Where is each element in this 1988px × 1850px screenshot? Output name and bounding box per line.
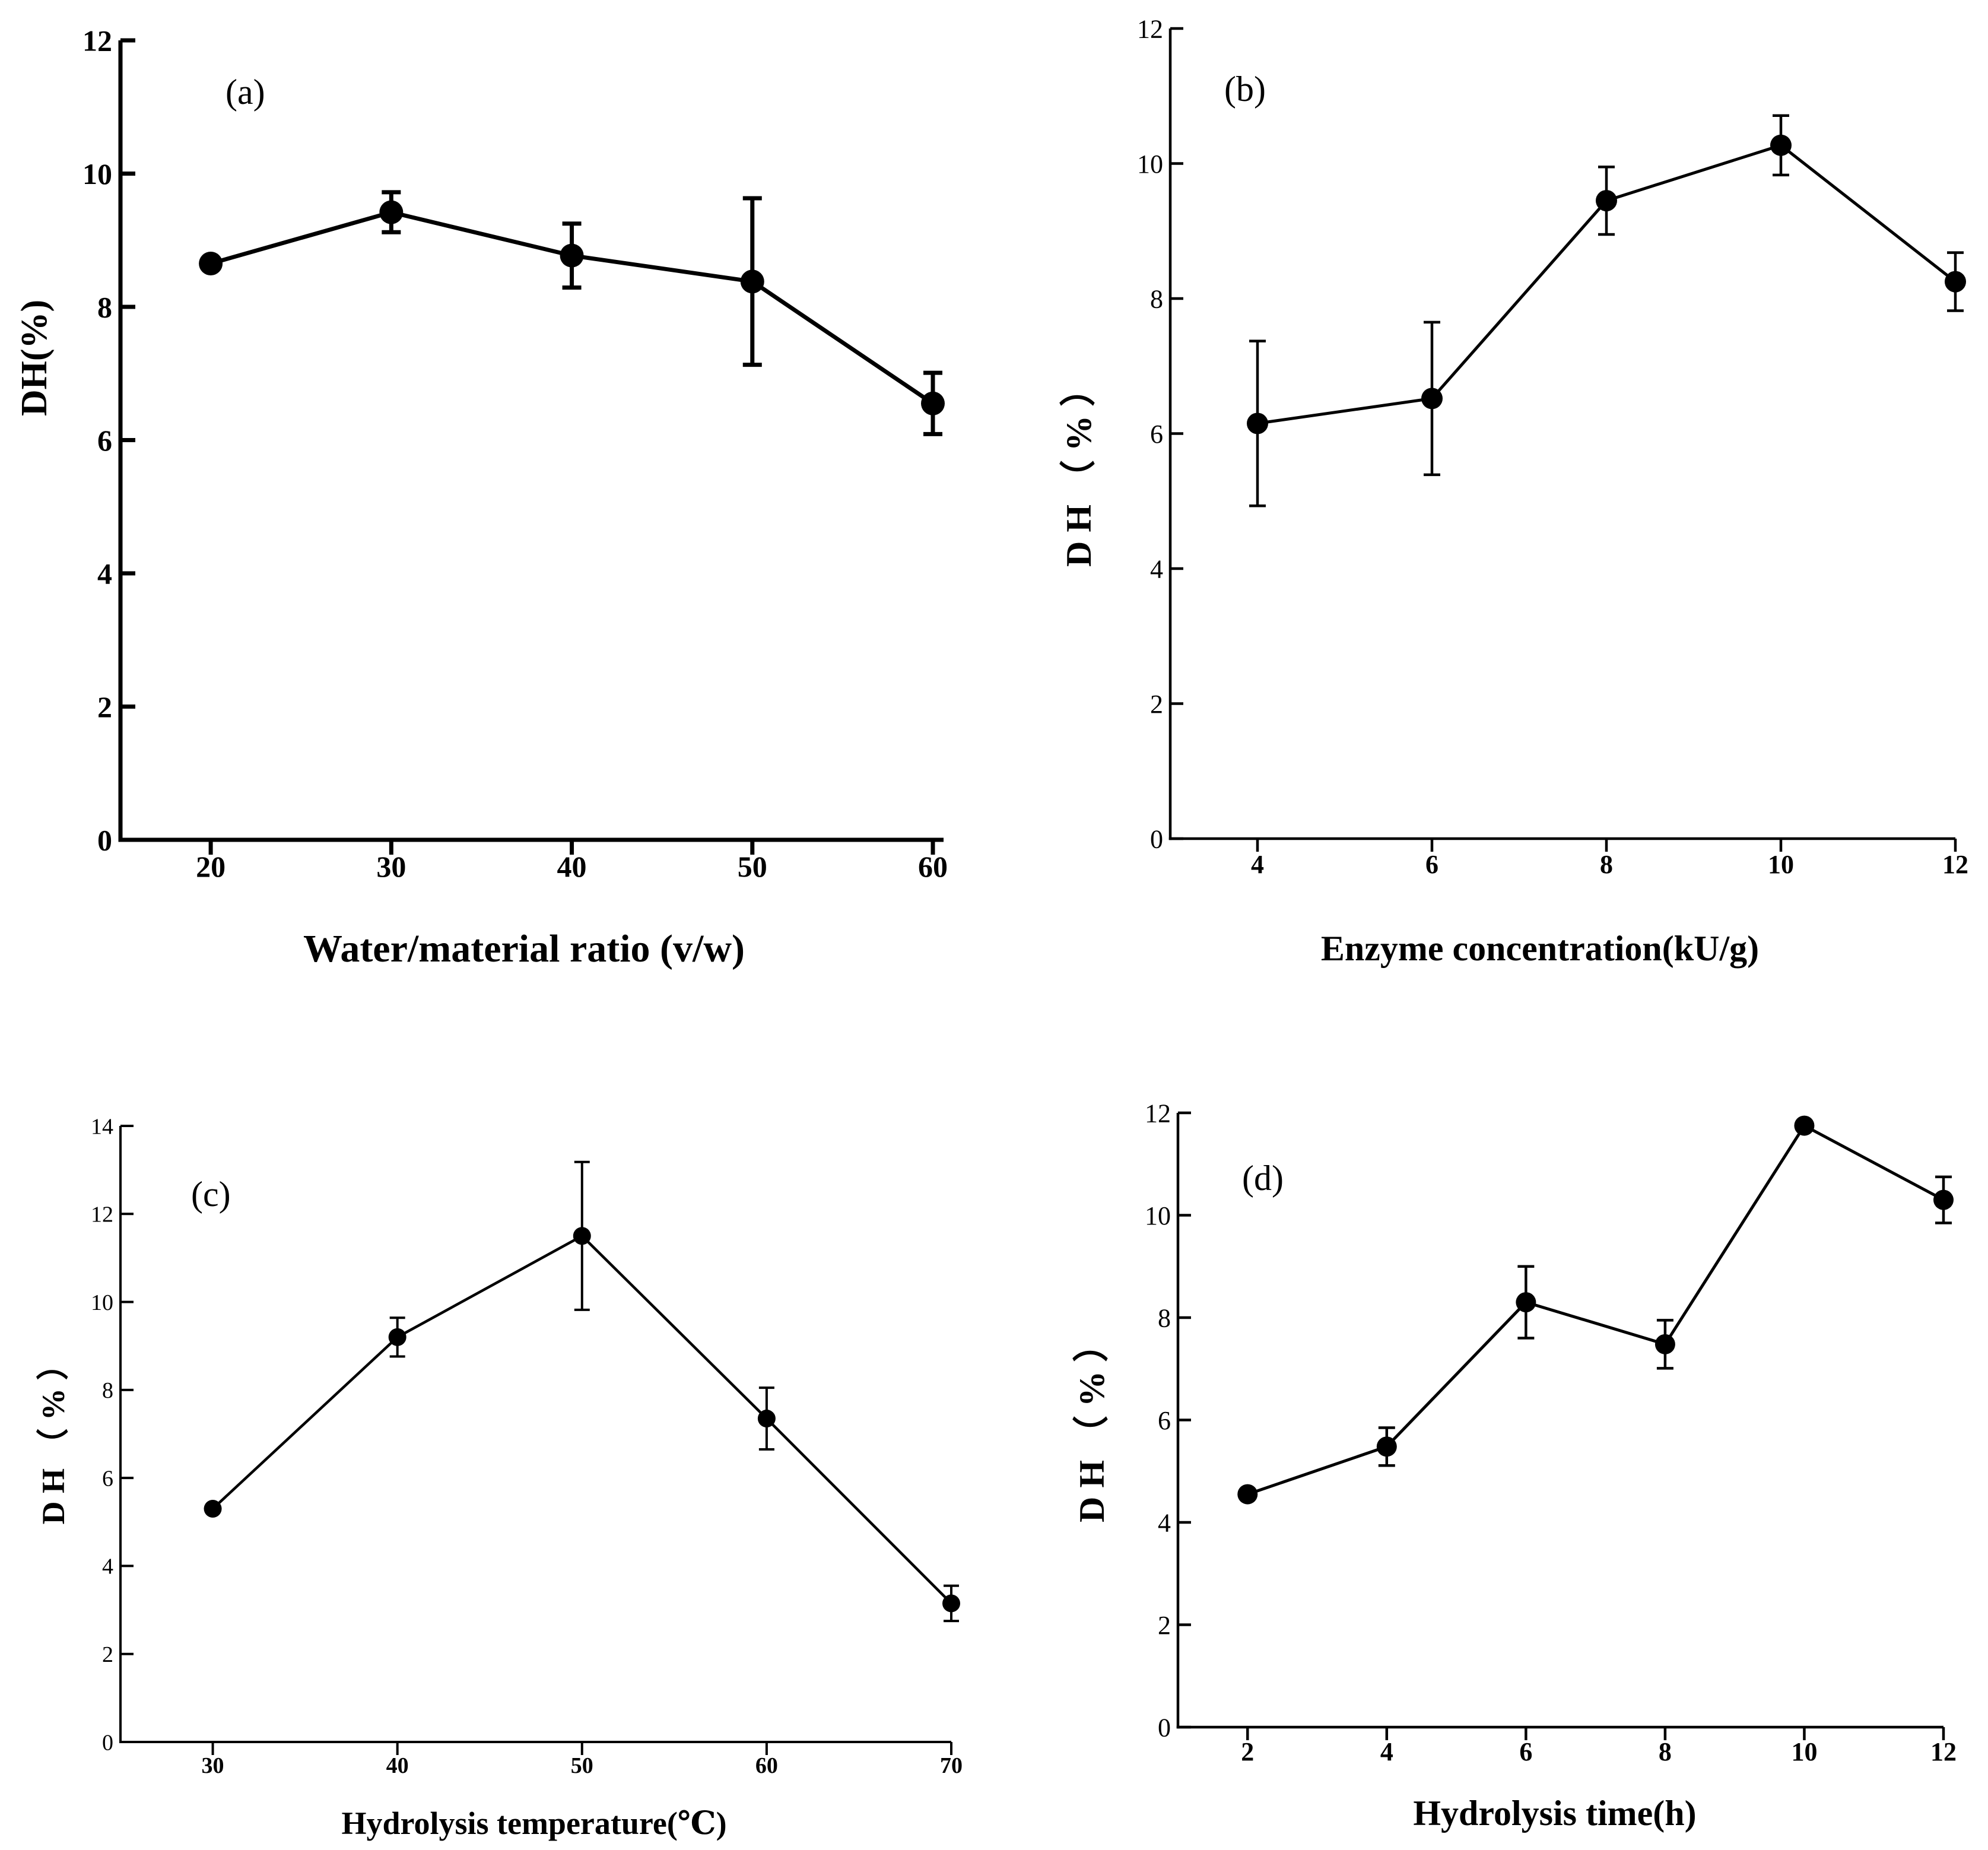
data-point-c-3 xyxy=(757,1410,776,1428)
y-tick-label-d-5: 10 xyxy=(1145,1201,1171,1230)
y-tick-label-c-7: 14 xyxy=(91,1114,113,1139)
x-axis-label-d: Hydrolysis time(h) xyxy=(1413,1794,1696,1833)
chart-d: (d) Hydrolysis time(h) D H （ % ） 0 2 4 6 8 10… xyxy=(1072,1099,1957,1833)
y-tick-label-c-0: 0 xyxy=(102,1730,113,1755)
panel-label-a: (a) xyxy=(226,72,265,112)
y-tick-label-b-4: 8 xyxy=(1150,284,1163,313)
x-tick-label-d-3: 8 xyxy=(1659,1737,1672,1766)
x-tick-label-b-3: 10 xyxy=(1768,850,1794,879)
x-tick-label-b-4: 12 xyxy=(1942,850,1968,879)
data-point-a-4 xyxy=(921,391,945,415)
y-tick-label-c-5: 10 xyxy=(91,1290,113,1315)
x-tick-label-d-2: 6 xyxy=(1519,1737,1532,1766)
x-tick-label-c-1: 40 xyxy=(386,1753,409,1778)
y-tick-label-d-0: 0 xyxy=(1158,1713,1171,1742)
x-tick-label-b-2: 8 xyxy=(1600,850,1613,879)
y-tick-label-a-6: 12 xyxy=(82,24,112,58)
data-point-d-3 xyxy=(1654,1334,1675,1354)
y-tick-label-b-2: 4 xyxy=(1150,554,1163,583)
data-point-d-1 xyxy=(1376,1436,1397,1457)
y-tick-label-b-3: 6 xyxy=(1150,420,1163,449)
data-point-a-3 xyxy=(740,269,764,294)
data-point-d-0 xyxy=(1237,1484,1258,1505)
chart-b: (b) Enzyme concentration(kU/g) D H （ % ）… xyxy=(1059,14,1968,968)
x-axis-label-a: Water/material ratio (v/w) xyxy=(303,927,745,970)
x-tick-label-d-1: 4 xyxy=(1380,1737,1393,1766)
y-axis-label-d: D H （ % ） xyxy=(1072,1327,1111,1522)
y-tick-label-b-0: 0 xyxy=(1150,824,1163,853)
x-tick-label-c-3: 60 xyxy=(755,1753,778,1778)
y-tick-label-d-6: 12 xyxy=(1145,1099,1171,1128)
x-tick-label-b-0: 4 xyxy=(1251,850,1264,879)
data-point-b-0 xyxy=(1247,412,1268,434)
x-tick-label-a-0: 20 xyxy=(196,850,226,883)
y-tick-label-c-6: 12 xyxy=(91,1202,113,1227)
y-tick-label-c-3: 6 xyxy=(102,1466,113,1491)
x-tick-label-a-3: 50 xyxy=(738,850,767,883)
panel-label-d: (d) xyxy=(1242,1159,1284,1198)
y-tick-label-a-0: 0 xyxy=(97,824,112,857)
data-point-d-5 xyxy=(1933,1189,1954,1210)
data-point-a-1 xyxy=(379,200,404,224)
x-tick-label-c-2: 50 xyxy=(571,1753,593,1778)
y-tick-label-b-1: 2 xyxy=(1150,690,1163,719)
data-point-b-4 xyxy=(1945,271,1966,293)
x-tick-label-d-5: 12 xyxy=(1930,1737,1957,1766)
x-tick-label-c-0: 30 xyxy=(202,1753,224,1778)
y-tick-label-a-5: 10 xyxy=(82,157,112,191)
y-axis-label-c: D H （ % ） xyxy=(36,1348,71,1525)
data-point-c-4 xyxy=(942,1594,960,1613)
x-tick-label-d-4: 10 xyxy=(1791,1737,1817,1766)
y-tick-label-d-3: 6 xyxy=(1158,1406,1171,1435)
y-axis-label-a: DH(%) xyxy=(14,300,55,416)
x-axis-label-b: Enzyme concentration(kU/g) xyxy=(1321,929,1759,968)
y-tick-label-b-6: 12 xyxy=(1137,14,1163,43)
y-tick-label-a-1: 2 xyxy=(97,690,112,724)
x-tick-label-c-4: 70 xyxy=(940,1753,963,1778)
y-tick-label-a-4: 8 xyxy=(97,291,112,324)
y-tick-label-a-2: 4 xyxy=(97,557,112,591)
data-point-b-2 xyxy=(1596,190,1617,212)
y-tick-label-d-4: 8 xyxy=(1158,1303,1171,1332)
x-tick-label-d-0: 2 xyxy=(1241,1737,1254,1766)
x-tick-label-a-2: 40 xyxy=(557,850,587,883)
y-tick-label-c-4: 8 xyxy=(102,1378,113,1403)
x-tick-label-b-1: 6 xyxy=(1425,850,1438,879)
y-tick-label-c-1: 2 xyxy=(102,1642,113,1667)
data-point-c-1 xyxy=(388,1328,407,1346)
data-point-b-1 xyxy=(1421,388,1443,410)
data-point-d-4 xyxy=(1794,1115,1815,1136)
x-tick-label-a-4: 60 xyxy=(918,850,948,883)
data-point-a-2 xyxy=(560,243,584,268)
data-point-c-2 xyxy=(573,1227,591,1245)
y-tick-label-b-5: 10 xyxy=(1137,150,1163,179)
data-point-a-0 xyxy=(199,252,223,276)
panel-label-c: (c) xyxy=(191,1175,231,1214)
chart-c: (c) Hydrolysis temperature(℃) D H （ % ） … xyxy=(36,1114,963,1841)
chart-a: (a) Water/material ratio (v/w) DH(%) 0 2 4… xyxy=(14,24,948,971)
x-tick-label-a-1: 30 xyxy=(376,850,406,883)
series-line-d xyxy=(1247,1124,1945,1496)
y-tick-label-a-3: 6 xyxy=(97,424,112,457)
data-point-d-2 xyxy=(1516,1292,1536,1313)
y-tick-label-d-1: 2 xyxy=(1158,1611,1171,1640)
y-axis-label-b: D H （ % ） xyxy=(1059,371,1098,567)
y-tick-label-c-2: 4 xyxy=(102,1554,113,1579)
x-axis-label-c: Hydrolysis temperature(℃) xyxy=(341,1805,726,1841)
data-point-b-3 xyxy=(1770,134,1792,156)
panel-label-b: (b) xyxy=(1224,69,1266,109)
data-point-c-0 xyxy=(204,1500,222,1518)
y-tick-label-d-2: 4 xyxy=(1158,1508,1171,1537)
